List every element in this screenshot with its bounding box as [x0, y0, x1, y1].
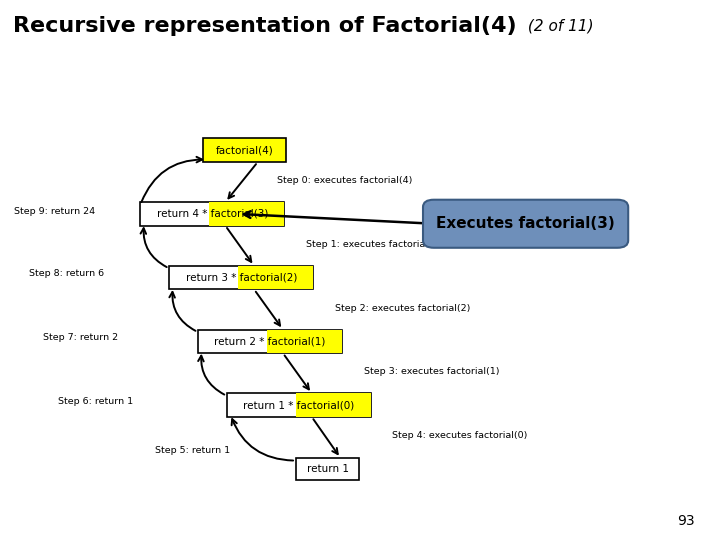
FancyBboxPatch shape — [140, 202, 284, 226]
Text: Step 6: return 1: Step 6: return 1 — [58, 397, 132, 406]
Text: Step 7: return 2: Step 7: return 2 — [43, 333, 118, 342]
FancyBboxPatch shape — [210, 202, 284, 226]
FancyBboxPatch shape — [296, 458, 359, 480]
FancyBboxPatch shape — [169, 266, 313, 289]
Text: Step 2: executes factorial(2): Step 2: executes factorial(2) — [335, 303, 470, 313]
FancyBboxPatch shape — [227, 394, 371, 417]
Text: return 1 * factorial(0): return 1 * factorial(0) — [243, 400, 354, 410]
Text: Step 1: executes factorial(3): Step 1: executes factorial(3) — [306, 240, 441, 249]
Text: 93: 93 — [678, 514, 695, 528]
FancyBboxPatch shape — [198, 329, 342, 353]
Text: Step 4: executes factorial(0): Step 4: executes factorial(0) — [392, 431, 528, 440]
FancyBboxPatch shape — [267, 329, 342, 353]
Text: Step 0: executes factorial(4): Step 0: executes factorial(4) — [277, 176, 413, 185]
Text: Step 9: return 24: Step 9: return 24 — [14, 207, 96, 216]
Text: return 2 * factorial(1): return 2 * factorial(1) — [215, 336, 325, 347]
FancyBboxPatch shape — [238, 266, 313, 289]
FancyBboxPatch shape — [204, 138, 287, 162]
Text: Recursive representation of Factorial(4): Recursive representation of Factorial(4) — [13, 16, 516, 36]
Text: (2 of 11): (2 of 11) — [523, 18, 593, 33]
Text: factorial(4): factorial(4) — [216, 145, 274, 155]
Text: return 1: return 1 — [307, 464, 348, 474]
FancyBboxPatch shape — [296, 394, 371, 417]
Text: return 4 * factorial(3): return 4 * factorial(3) — [157, 209, 268, 219]
Text: Executes factorial(3): Executes factorial(3) — [436, 216, 615, 231]
Text: Step 3: executes factorial(1): Step 3: executes factorial(1) — [364, 367, 499, 376]
Text: Step 5: return 1: Step 5: return 1 — [155, 446, 230, 455]
FancyBboxPatch shape — [423, 200, 628, 248]
Text: Step 8: return 6: Step 8: return 6 — [29, 269, 104, 278]
Text: return 3 * factorial(2): return 3 * factorial(2) — [186, 273, 297, 282]
